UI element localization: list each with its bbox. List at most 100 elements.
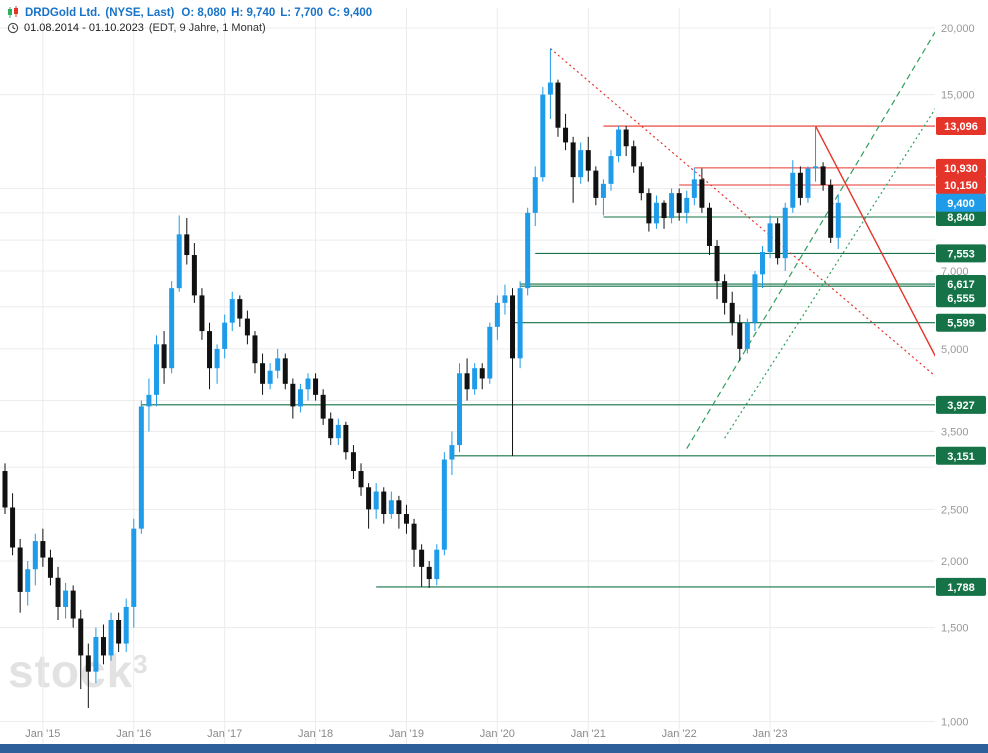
candle-body — [260, 363, 266, 384]
x-axis-tick: Jan '19 — [389, 728, 424, 740]
candle-body — [616, 129, 622, 157]
price-label-box[interactable] — [936, 577, 986, 596]
candle-body — [214, 348, 220, 369]
price-label-box[interactable] — [936, 207, 986, 226]
candle-body — [729, 302, 735, 323]
price-label-text: 6,617 — [947, 279, 975, 291]
y-axis-tick: 2,000 — [941, 556, 969, 568]
price-label-box[interactable] — [936, 395, 986, 414]
price-label-text: 10,150 — [944, 180, 978, 192]
price-label-box[interactable] — [936, 158, 986, 177]
candle-body — [244, 318, 250, 336]
candle-body — [706, 207, 712, 246]
candle-body — [752, 274, 758, 323]
level-price-label[interactable]: 10,930 — [936, 158, 986, 177]
candle-body — [184, 234, 190, 256]
candles — [2, 48, 841, 708]
level-price-label[interactable]: 10,150 — [936, 176, 986, 195]
period-info: (EDT, 9 Jahre, 1 Monat) — [148, 22, 266, 34]
price-label-text: 10,930 — [944, 163, 978, 175]
candle-body — [699, 179, 705, 208]
trendline-uptrend-main[interactable] — [686, 17, 945, 449]
trendline-downtrend-2020[interactable] — [550, 48, 944, 384]
candle-body — [593, 170, 599, 198]
candle-body — [381, 491, 387, 515]
candle-body — [714, 245, 720, 282]
y-axis-tick: 1,000 — [941, 716, 969, 728]
x-axis-tick: Jan '15 — [25, 728, 60, 740]
x-axis-tick: Jan '18 — [298, 728, 333, 740]
candle-body — [2, 471, 8, 508]
candle-body — [123, 606, 129, 644]
candlestick-icon — [8, 6, 18, 18]
candle-body — [85, 655, 91, 672]
x-axis: Jan '15 Jan '16 Jan '17 Jan '18 Jan '19 Jan '… — [25, 728, 787, 740]
candle-body — [555, 82, 561, 128]
price-label-box[interactable] — [936, 193, 986, 212]
price-labels: 6,555 13,096 10,930 10,150 8,840 7,553 6,617 5,… — [936, 117, 986, 596]
candle-body — [313, 378, 319, 395]
candle-body — [517, 288, 523, 359]
y-axis: 20,000 15,000 7,000 5,000 3,500 2,500 2,000 1,5… — [941, 23, 975, 728]
level-price-label[interactable]: 13,096 — [936, 117, 986, 136]
price-label-text: 3,151 — [947, 451, 975, 463]
price-label-box[interactable] — [936, 275, 986, 294]
candle-body — [676, 193, 682, 213]
level-lines — [141, 125, 935, 588]
level-price-label[interactable]: 9,400 — [936, 193, 986, 212]
price-label-box[interactable] — [936, 446, 986, 465]
candle-body — [449, 445, 455, 460]
candle-body — [661, 202, 667, 219]
y-axis-tick: 1,500 — [941, 623, 969, 635]
instrument-exchange: (NYSE, Last) — [105, 6, 175, 19]
trendline-downtrend-2023[interactable] — [814, 125, 945, 373]
x-axis-tick: Jan '21 — [571, 728, 606, 740]
candle-body — [335, 424, 341, 439]
candle-body — [532, 177, 538, 213]
level-price-label[interactable]: 5,599 — [936, 313, 986, 332]
candle-body — [547, 82, 553, 95]
candle-body — [40, 541, 46, 558]
candle-body — [608, 156, 614, 184]
clock-icon — [7, 22, 19, 34]
candle-body — [191, 255, 197, 296]
price-label-text: 6,555 — [947, 293, 975, 305]
candle-body — [744, 322, 750, 349]
price-label-box[interactable] — [936, 289, 986, 308]
candle-body — [373, 491, 379, 510]
level-price-label[interactable]: 8,840 — [936, 207, 986, 226]
candle-body — [828, 185, 834, 238]
candle-body — [502, 295, 508, 303]
level-price-label[interactable]: 7,553 — [936, 244, 986, 263]
candle-body — [563, 127, 569, 143]
price-label-box[interactable] — [936, 313, 986, 332]
level-price-label[interactable]: 6,555 — [936, 289, 986, 308]
candle-body — [691, 179, 697, 198]
candle-body — [305, 378, 311, 390]
price-label-box[interactable] — [936, 244, 986, 263]
y-axis-tick: 7,000 — [941, 266, 969, 278]
candle-body — [358, 471, 364, 488]
price-label-box[interactable] — [936, 117, 986, 136]
ohlc-low: L: 7,700 — [280, 6, 324, 19]
level-price-label[interactable]: 3,151 — [936, 446, 986, 465]
candle-body — [366, 487, 372, 510]
price-label-text: 9,400 — [947, 198, 975, 210]
x-axis-tick: Jan '23 — [753, 728, 788, 740]
price-label-box[interactable] — [936, 176, 986, 195]
level-price-label[interactable]: 1,788 — [936, 577, 986, 596]
candle-body — [343, 424, 349, 453]
trendlines — [550, 17, 945, 449]
x-axis-tick: Jan '17 — [207, 728, 242, 740]
candle-body — [669, 193, 675, 219]
candle-body — [207, 331, 213, 369]
level-price-label[interactable]: 3,927 — [936, 395, 986, 414]
level-price-label[interactable]: 6,617 — [936, 275, 986, 294]
candle-body — [290, 383, 296, 407]
candle-body — [146, 394, 152, 407]
candle-body — [472, 368, 478, 390]
trendline-uptrend-inner[interactable] — [724, 95, 945, 439]
candle-body — [646, 193, 652, 224]
